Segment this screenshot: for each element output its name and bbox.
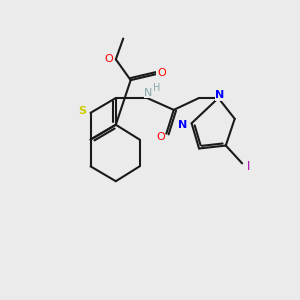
Text: O: O (104, 54, 113, 64)
Text: N: N (144, 88, 153, 98)
Text: I: I (247, 160, 250, 173)
Text: O: O (156, 132, 165, 142)
Text: O: O (157, 68, 166, 78)
Text: N: N (178, 120, 187, 130)
Text: S: S (78, 106, 86, 116)
Text: H: H (153, 82, 160, 93)
Text: N: N (215, 90, 224, 100)
